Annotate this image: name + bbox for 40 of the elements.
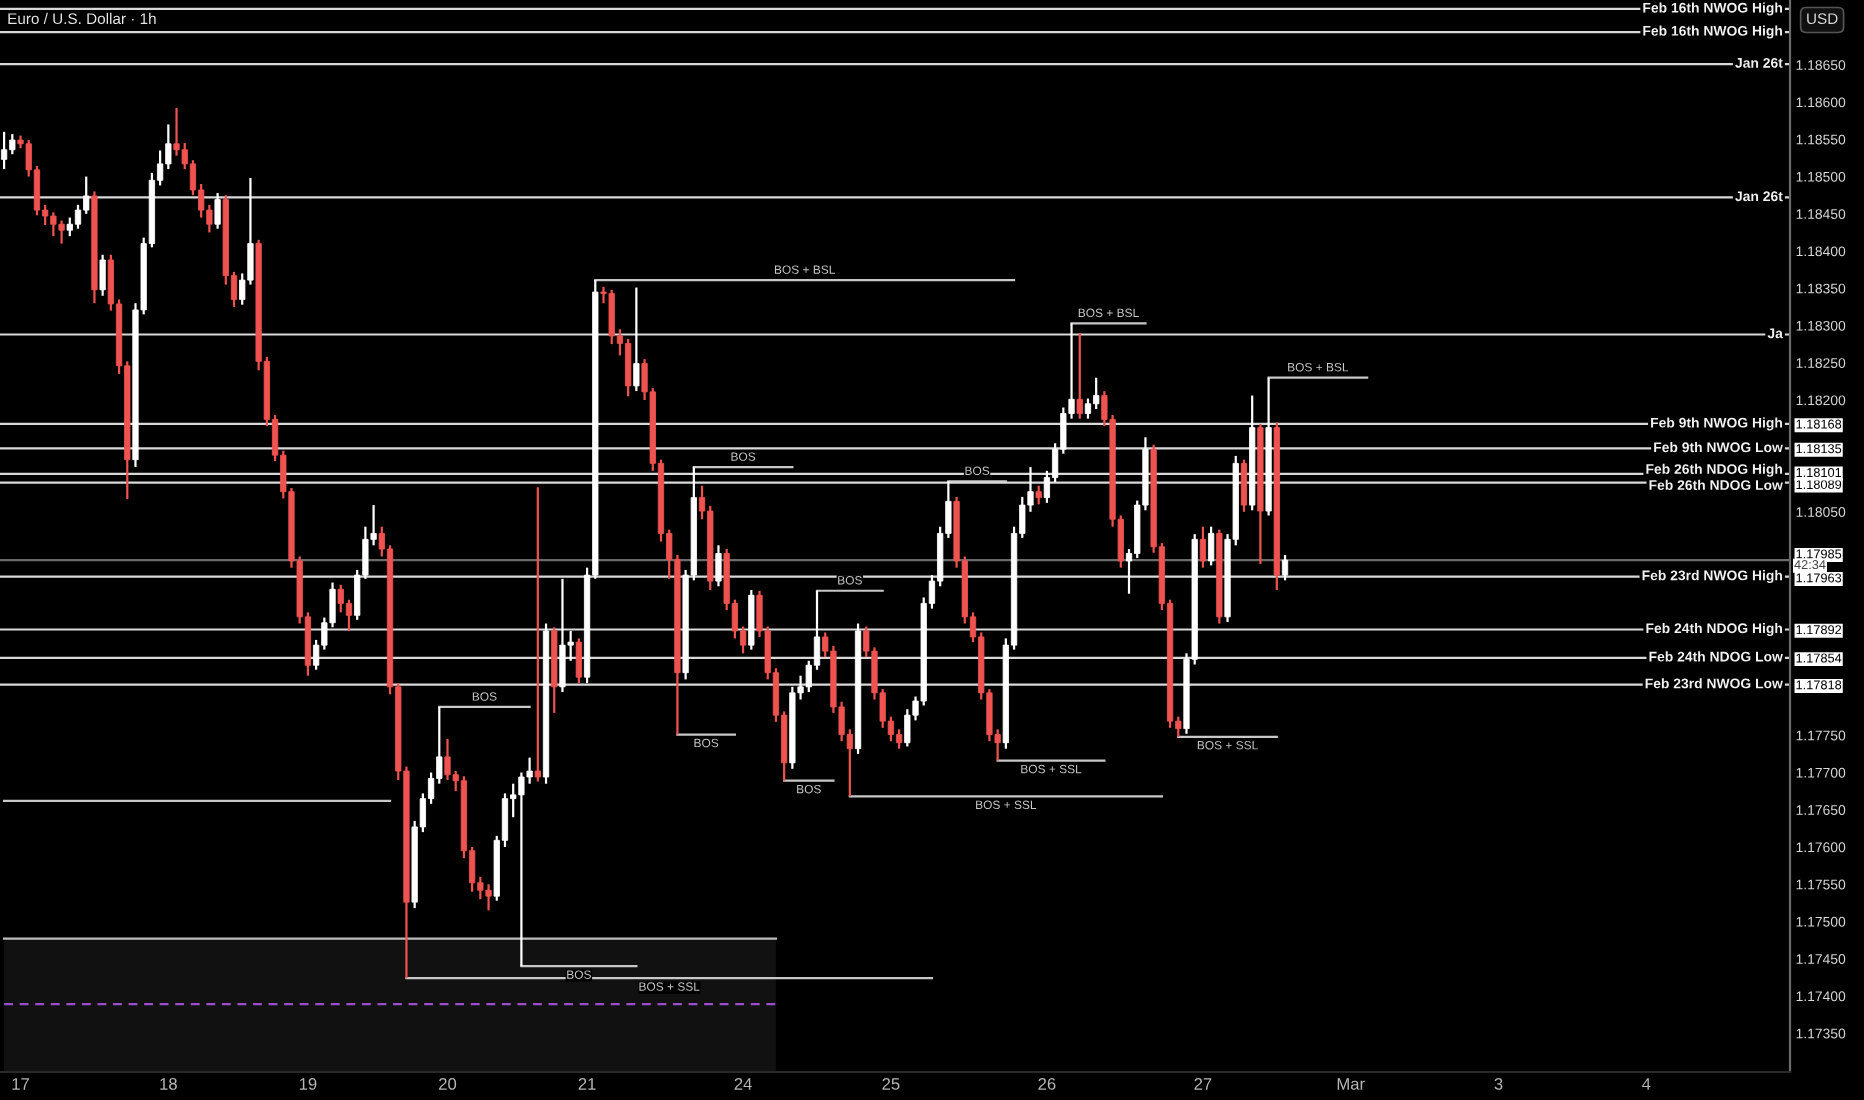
candlestick	[534, 486, 541, 783]
candlestick	[1199, 525, 1207, 569]
candlestick	[633, 286, 640, 393]
x-tick-label: 25	[882, 1078, 900, 1090]
candlestick	[214, 191, 221, 230]
candlestick	[0, 130, 8, 171]
candlestick	[1035, 484, 1042, 506]
x-tick-label: 19	[299, 1078, 317, 1090]
x-tick-label: 24	[734, 1078, 752, 1090]
x-tick-label: 27	[1194, 1078, 1212, 1090]
x-tick-label: 21	[578, 1078, 596, 1090]
candlestick	[9, 132, 16, 156]
candlestick	[66, 216, 73, 238]
candlestick	[625, 337, 632, 398]
x-tick-label: 17	[12, 1078, 29, 1090]
candlestick	[895, 728, 903, 750]
candlestick	[1281, 553, 1289, 582]
x-tick-label: Mar	[1337, 1078, 1365, 1090]
candlestick	[99, 253, 106, 297]
candlestick	[58, 219, 65, 245]
candlestick	[444, 737, 451, 782]
candlestick	[559, 577, 566, 694]
candlestick	[337, 583, 344, 614]
x-tick-label: 26	[1038, 1078, 1056, 1090]
candlestick	[715, 544, 722, 588]
x-tick-label: 3	[1494, 1078, 1503, 1090]
candlestick	[74, 203, 82, 230]
x-tick-label: 4	[1642, 1078, 1651, 1090]
x-tick-label: 18	[160, 1078, 177, 1090]
x-tick-label: 20	[439, 1078, 457, 1090]
candlestick	[1093, 376, 1100, 411]
candlestick	[485, 883, 492, 912]
candlestick	[1207, 525, 1215, 567]
candlestick	[1240, 458, 1248, 513]
candlestick	[575, 637, 583, 685]
candlestick	[1084, 397, 1092, 420]
candlestick	[608, 288, 615, 346]
candlestick	[173, 106, 180, 157]
candlestick	[50, 211, 57, 238]
candlestick	[1076, 331, 1083, 420]
